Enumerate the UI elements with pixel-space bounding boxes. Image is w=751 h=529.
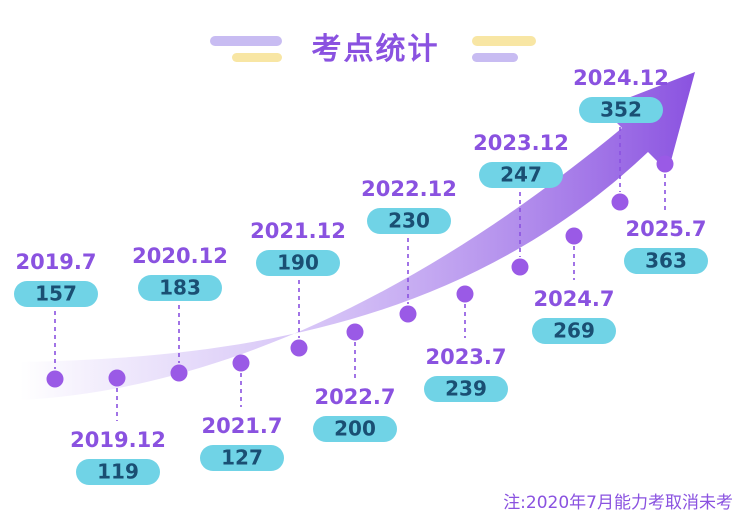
data-point xyxy=(346,323,364,341)
value-badge xyxy=(532,318,616,344)
value-badge xyxy=(14,281,98,307)
date-label: 2019.12 xyxy=(70,428,166,452)
value-label: 230 xyxy=(388,209,430,233)
date-label: 2021.12 xyxy=(250,219,346,243)
value-badge xyxy=(200,445,284,471)
value-label: 200 xyxy=(334,417,376,441)
date-label: 2022.7 xyxy=(314,385,395,409)
value-label: 157 xyxy=(35,282,77,306)
value-badge xyxy=(624,248,708,274)
value-badge xyxy=(313,416,397,442)
value-label: 269 xyxy=(553,319,595,343)
data-point xyxy=(290,339,308,357)
data-point xyxy=(656,155,674,173)
value-label: 183 xyxy=(159,276,201,300)
date-label: 2022.12 xyxy=(361,177,457,201)
deco-bar-left-top xyxy=(210,36,282,46)
data-point xyxy=(108,369,126,387)
data-point xyxy=(170,364,188,382)
date-label: 2024.7 xyxy=(533,287,614,311)
title-decoration xyxy=(210,36,536,62)
footnote: 注:2020年7月能力考取消未考 xyxy=(503,493,733,513)
value-label: 119 xyxy=(97,460,139,484)
value-badge xyxy=(479,162,563,188)
value-badge xyxy=(138,275,222,301)
data-point xyxy=(456,285,474,303)
data-point xyxy=(611,193,629,211)
value-badge xyxy=(256,250,340,276)
deco-bar-left-bottom xyxy=(232,53,282,62)
value-label: 247 xyxy=(500,163,542,187)
value-badge xyxy=(424,376,508,402)
data-point xyxy=(232,354,250,372)
date-label: 2024.12 xyxy=(573,66,669,90)
date-label: 2021.7 xyxy=(201,414,282,438)
data-point xyxy=(511,258,529,276)
value-badge xyxy=(76,459,160,485)
value-label: 127 xyxy=(221,446,263,470)
value-label: 190 xyxy=(277,251,319,275)
value-label: 239 xyxy=(445,377,487,401)
date-label: 2023.7 xyxy=(425,345,506,369)
chart-title: 考点统计 xyxy=(311,32,440,67)
value-label: 363 xyxy=(645,249,687,273)
data-point xyxy=(46,370,64,388)
date-label: 2019.7 xyxy=(15,250,96,274)
value-badge xyxy=(579,97,663,123)
date-label: 2025.7 xyxy=(625,217,706,241)
deco-bar-right-bottom xyxy=(472,53,518,62)
date-label: 2020.12 xyxy=(132,244,228,268)
data-point xyxy=(399,305,417,323)
data-point xyxy=(565,227,583,245)
value-label: 352 xyxy=(600,98,642,122)
value-badge xyxy=(367,208,451,234)
deco-bar-right-top xyxy=(472,36,536,46)
data-marks: 2019.7 157 2019.12 119 2020.12 183 2021.7 127 20… xyxy=(14,66,708,485)
date-label: 2023.12 xyxy=(473,131,569,155)
